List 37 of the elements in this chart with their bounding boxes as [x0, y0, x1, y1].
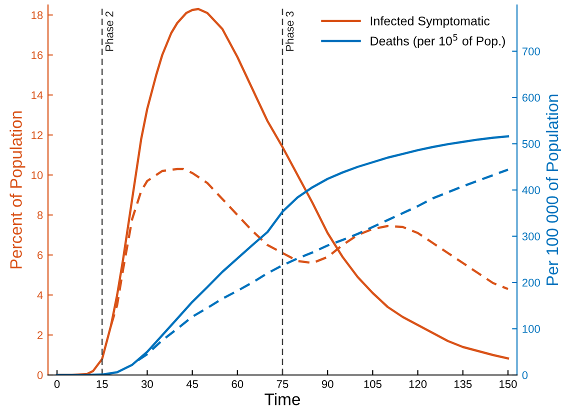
ref-line-label: Phase 2 — [105, 12, 114, 51]
y-tick-label: 4 — [37, 291, 43, 300]
y2-tick-label: 700 — [522, 48, 540, 56]
line-series — [56, 135, 510, 375]
y-tick-label: 2 — [38, 331, 43, 340]
y-tick-label: 18 — [32, 11, 43, 20]
x-tick-label: 105 — [364, 380, 382, 388]
x-tick-label: 30 — [141, 380, 153, 388]
y-tick-label: 14 — [32, 91, 43, 100]
y-tick-label: 12 — [32, 131, 43, 140]
x-tick-label: 0 — [54, 380, 60, 388]
x-tick-label: 60 — [232, 380, 244, 388]
legend-label: Deaths (per 10$^{5}$ of Pop.) — [370, 34, 505, 48]
x-axis-title: Time — [264, 392, 300, 406]
x-tick-label: 120 — [409, 380, 427, 388]
y-tick-label: 16 — [32, 51, 43, 60]
y2-tick-label: 500 — [522, 140, 540, 148]
ref-line-label: Phase 3 — [286, 11, 294, 51]
y-tick-label: 10 — [32, 171, 43, 180]
y2-tick-label: 600 — [522, 94, 540, 102]
x-tick-label: 75 — [276, 380, 288, 388]
y-tick-label: 8 — [37, 211, 43, 220]
x-tick-label: 150 — [500, 380, 517, 388]
y2-axis-title: Per 100 000 of Population — [546, 94, 561, 285]
y2-tick-label: 300 — [522, 232, 540, 240]
y2-tick-label: 200 — [522, 278, 540, 287]
x-tick-label: 45 — [186, 380, 198, 388]
legend-label: Infected Symptomatic — [370, 16, 490, 28]
y-tick-label: 6 — [38, 251, 43, 260]
y-tick-label: 0 — [37, 371, 43, 380]
x-tick-label: 135 — [454, 380, 472, 388]
y2-tick-label: 100 — [522, 325, 540, 333]
y2-tick-label: 0 — [522, 371, 528, 380]
y-axis-title: Percent of Population — [10, 111, 26, 268]
y2-tick-label: 400 — [522, 186, 540, 194]
x-tick-label: 90 — [322, 380, 334, 388]
x-tick-label: 15 — [96, 380, 108, 388]
